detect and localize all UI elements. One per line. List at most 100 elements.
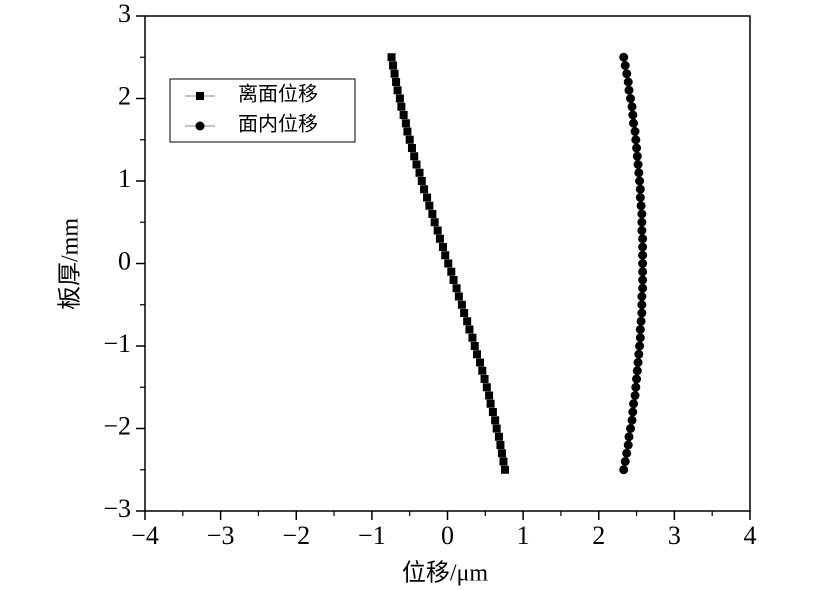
data-point [627, 415, 637, 425]
y-tick-label: 3 [118, 0, 131, 28]
data-point [637, 308, 647, 318]
data-point [500, 465, 509, 474]
data-point [438, 243, 447, 251]
data-point [626, 424, 636, 433]
x-tick-label: −2 [282, 521, 310, 550]
data-point [626, 94, 636, 103]
data-point [497, 449, 506, 458]
data-point [635, 193, 645, 202]
x-tick-label: 2 [592, 521, 605, 550]
data-point [496, 441, 505, 449]
legend-text: 面内位移 [238, 113, 318, 136]
x-axis-title: 位移/μm [402, 560, 489, 587]
data-point [635, 184, 645, 194]
data-point [476, 358, 485, 367]
data-point [636, 316, 646, 326]
legend-text: 离面位移 [238, 83, 318, 106]
data-point [395, 94, 404, 103]
data-point [623, 77, 633, 87]
data-point [632, 374, 642, 384]
x-tick-label: 4 [744, 521, 757, 550]
x-tick-label: 0 [441, 521, 454, 550]
data-point [630, 127, 640, 136]
data-point [628, 110, 638, 120]
data-point [447, 267, 456, 276]
y-axis-title: 板厚/mm [57, 218, 84, 310]
data-point [387, 53, 396, 62]
data-point [631, 382, 641, 392]
data-point [499, 457, 508, 466]
x-tick-label: −4 [131, 521, 159, 550]
y-tick-label: 2 [118, 81, 131, 110]
x-tick-label: −3 [207, 521, 235, 550]
data-point [635, 325, 645, 334]
data-point [420, 185, 429, 194]
data-point [460, 309, 469, 317]
data-point [405, 135, 414, 144]
x-tick-label: −1 [358, 521, 386, 550]
data-point [397, 102, 406, 111]
data-point [410, 152, 419, 161]
legend-box [169, 78, 356, 143]
data-point [423, 193, 432, 202]
data-point [629, 399, 639, 409]
data-point [478, 366, 487, 375]
y-tick-label: −1 [103, 329, 131, 358]
data-point [630, 391, 640, 400]
data-point [433, 226, 442, 235]
x-tick-label: 1 [517, 521, 530, 550]
data-point [627, 102, 637, 112]
data-point [428, 210, 437, 218]
data-point [620, 457, 630, 466]
data-point [465, 325, 474, 334]
data-point [619, 465, 629, 475]
data-point [635, 333, 645, 343]
y-tick-label: 0 [118, 246, 131, 275]
data-point [485, 391, 494, 400]
data-point [472, 350, 481, 359]
data-point [624, 432, 634, 442]
data-point [638, 234, 648, 244]
data-point [637, 300, 647, 310]
data-point [403, 127, 412, 136]
data-point [637, 226, 647, 235]
data-point [622, 448, 632, 458]
data-point [435, 234, 444, 243]
data-point [492, 424, 501, 433]
data-point [633, 160, 643, 169]
data-point [632, 151, 642, 161]
data-point [638, 267, 648, 277]
data-point [632, 366, 642, 376]
y-tick-label: 1 [118, 164, 131, 193]
data-point [412, 160, 421, 169]
data-point [452, 284, 461, 293]
data-point [486, 399, 495, 408]
data-point [468, 333, 477, 342]
data-point [636, 201, 646, 211]
data-point [401, 119, 410, 128]
data-point [628, 407, 638, 417]
data-point [480, 375, 489, 383]
data-point [407, 144, 416, 152]
data-point [449, 276, 458, 284]
data-point [637, 292, 647, 301]
data-point [470, 342, 479, 350]
data-point [631, 135, 641, 145]
data-point [389, 61, 398, 70]
data-point [638, 283, 648, 293]
data-point [629, 118, 639, 128]
data-point [638, 250, 648, 260]
data-point [638, 242, 648, 252]
y-tick-label: −2 [103, 411, 131, 440]
data-point [491, 416, 500, 425]
data-point [425, 201, 434, 210]
data-point [399, 111, 408, 119]
data-point [444, 259, 453, 268]
data-point [634, 168, 644, 178]
data-point [441, 251, 450, 260]
data-point [634, 349, 644, 359]
data-point [430, 218, 439, 227]
data-point [635, 341, 645, 351]
data-point [638, 275, 648, 285]
